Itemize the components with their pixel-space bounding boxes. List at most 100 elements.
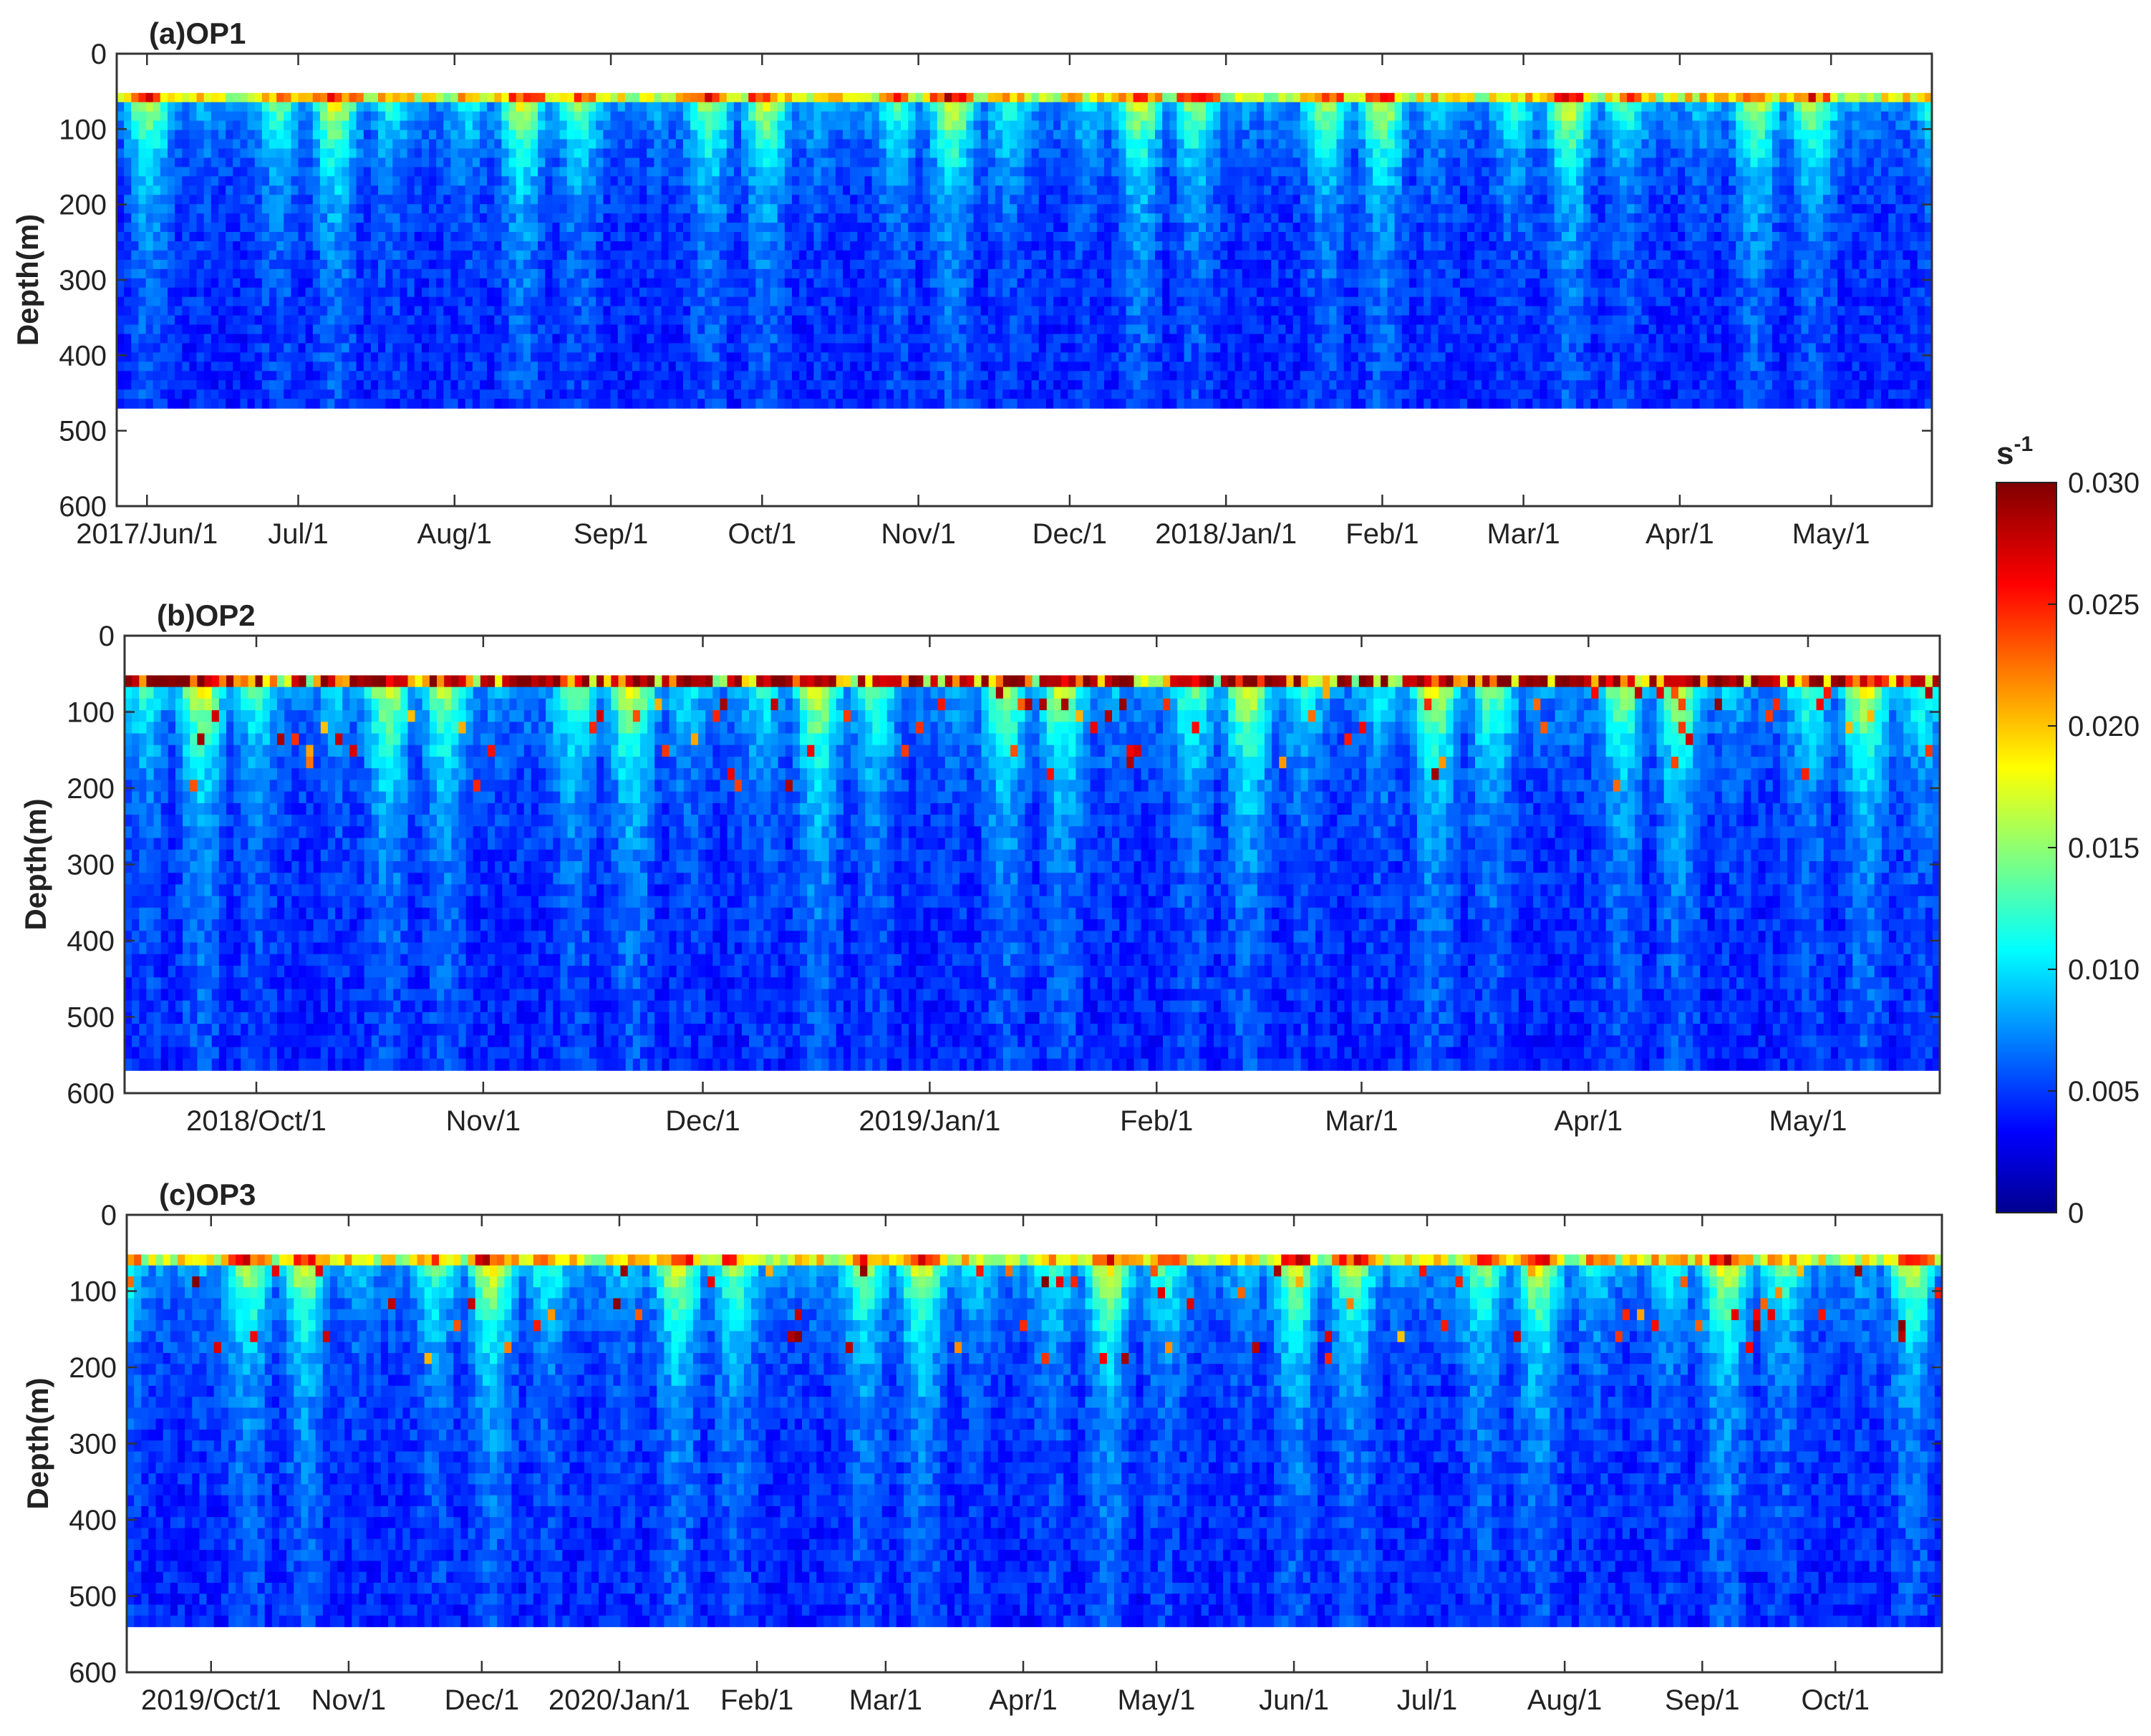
heatmap-cell (1300, 232, 1308, 242)
heatmap-cell (233, 148, 241, 159)
heatmap-cell (1401, 195, 1410, 205)
heatmap-cell (1060, 157, 1069, 168)
heatmap-cell (1503, 204, 1512, 214)
heatmap-cell (1031, 92, 1040, 103)
heatmap-cell (1452, 232, 1461, 242)
heatmap-cell (1620, 185, 1628, 195)
heatmap-cell (792, 195, 800, 205)
heatmap-cell (1358, 139, 1366, 150)
heatmap-cell (624, 268, 633, 279)
heatmap-cell (363, 268, 372, 279)
heatmap-cell (1423, 232, 1432, 242)
heatmap-cell (1569, 176, 1577, 186)
heatmap-cell (1641, 111, 1650, 122)
heatmap-cell (508, 232, 517, 242)
heatmap-cell (1496, 204, 1504, 214)
heatmap-cell (1590, 259, 1599, 270)
heatmap-cell (1510, 232, 1519, 242)
heatmap-cell (1525, 268, 1534, 279)
heatmap-cell (1866, 268, 1875, 279)
heatmap-cell (327, 259, 335, 270)
heatmap-cell (1699, 241, 1708, 251)
heatmap-cell (1576, 111, 1584, 122)
heatmap-cell (1264, 259, 1272, 270)
heatmap-cell (472, 259, 480, 270)
heatmap-cell (319, 195, 328, 205)
heatmap-cell (385, 259, 394, 270)
heatmap-cell (1408, 167, 1417, 178)
heatmap-cell (1554, 241, 1562, 251)
heatmap-cell (879, 232, 887, 242)
heatmap-cell (929, 111, 938, 122)
heatmap-cell (1423, 223, 1432, 233)
heatmap-cell (1278, 250, 1287, 261)
heatmap-cell (465, 213, 473, 223)
heatmap-cell (1910, 102, 1918, 112)
heatmap-cell (160, 139, 168, 150)
heatmap-cell (719, 167, 728, 178)
heatmap-cell (1590, 268, 1599, 279)
heatmap-cell (1271, 268, 1280, 279)
heatmap-cell (226, 250, 233, 261)
heatmap-cell (581, 185, 589, 195)
heatmap-cell (1757, 259, 1766, 270)
heatmap-cell (1242, 204, 1250, 214)
heatmap-cell (1431, 232, 1439, 242)
heatmap-cell (472, 241, 480, 251)
heatmap-cell (850, 167, 858, 178)
heatmap-cell (1038, 120, 1047, 131)
heatmap-cell (589, 102, 596, 112)
heatmap-cell (523, 111, 531, 122)
heatmap-cell (269, 185, 277, 195)
heatmap-cell (1518, 111, 1526, 122)
heatmap-cell (654, 250, 662, 261)
heatmap-cell (284, 148, 292, 159)
heatmap-cell (1068, 223, 1076, 233)
heatmap-cell (545, 157, 554, 168)
heatmap-cell (1017, 259, 1025, 270)
heatmap-cell (675, 120, 684, 131)
heatmap-cell (682, 102, 691, 112)
heatmap-cell (1881, 213, 1889, 223)
heatmap-cell (1736, 185, 1744, 195)
heatmap-cell (792, 185, 800, 195)
heatmap-cell (1678, 139, 1686, 150)
heatmap-cell (1147, 259, 1156, 270)
heatmap-cell (1380, 232, 1388, 242)
heatmap-cell (1888, 223, 1897, 233)
heatmap-cell (574, 185, 582, 195)
heatmap-cell (1045, 167, 1054, 178)
heatmap-cell (1198, 167, 1207, 178)
heatmap-cell (894, 120, 902, 131)
heatmap-cell (1445, 185, 1454, 195)
heatmap-cell (1620, 102, 1628, 112)
heatmap-cell (334, 223, 343, 233)
heatmap-cell (1082, 213, 1091, 223)
heatmap-cell (269, 167, 277, 178)
heatmap-cell (966, 223, 975, 233)
heatmap-cell (175, 167, 183, 178)
heatmap-cell (378, 157, 386, 168)
heatmap-cell (864, 176, 873, 186)
heatmap-cell (189, 139, 198, 150)
heatmap-cell (1278, 185, 1287, 195)
heatmap-cell (1206, 139, 1214, 150)
heatmap-cell (1408, 102, 1417, 112)
heatmap-cell (1227, 250, 1236, 261)
heatmap-cell (559, 120, 568, 131)
heatmap-cell (1017, 148, 1025, 159)
heatmap-cell (1315, 92, 1323, 103)
heatmap-cell (1104, 250, 1112, 261)
heatmap-cell (1895, 167, 1904, 178)
heatmap-cell (319, 102, 328, 112)
heatmap-cell (1445, 241, 1454, 251)
heatmap-cell (1764, 195, 1773, 205)
heatmap-cell (1852, 232, 1860, 242)
heatmap-cell (407, 195, 415, 205)
heatmap-cell (1569, 120, 1577, 131)
heatmap-cell (1917, 157, 1925, 168)
heatmap-cell (153, 111, 161, 122)
heatmap-cell (647, 120, 655, 131)
heatmap-cell (1881, 204, 1889, 214)
heatmap-cell (1118, 102, 1127, 112)
